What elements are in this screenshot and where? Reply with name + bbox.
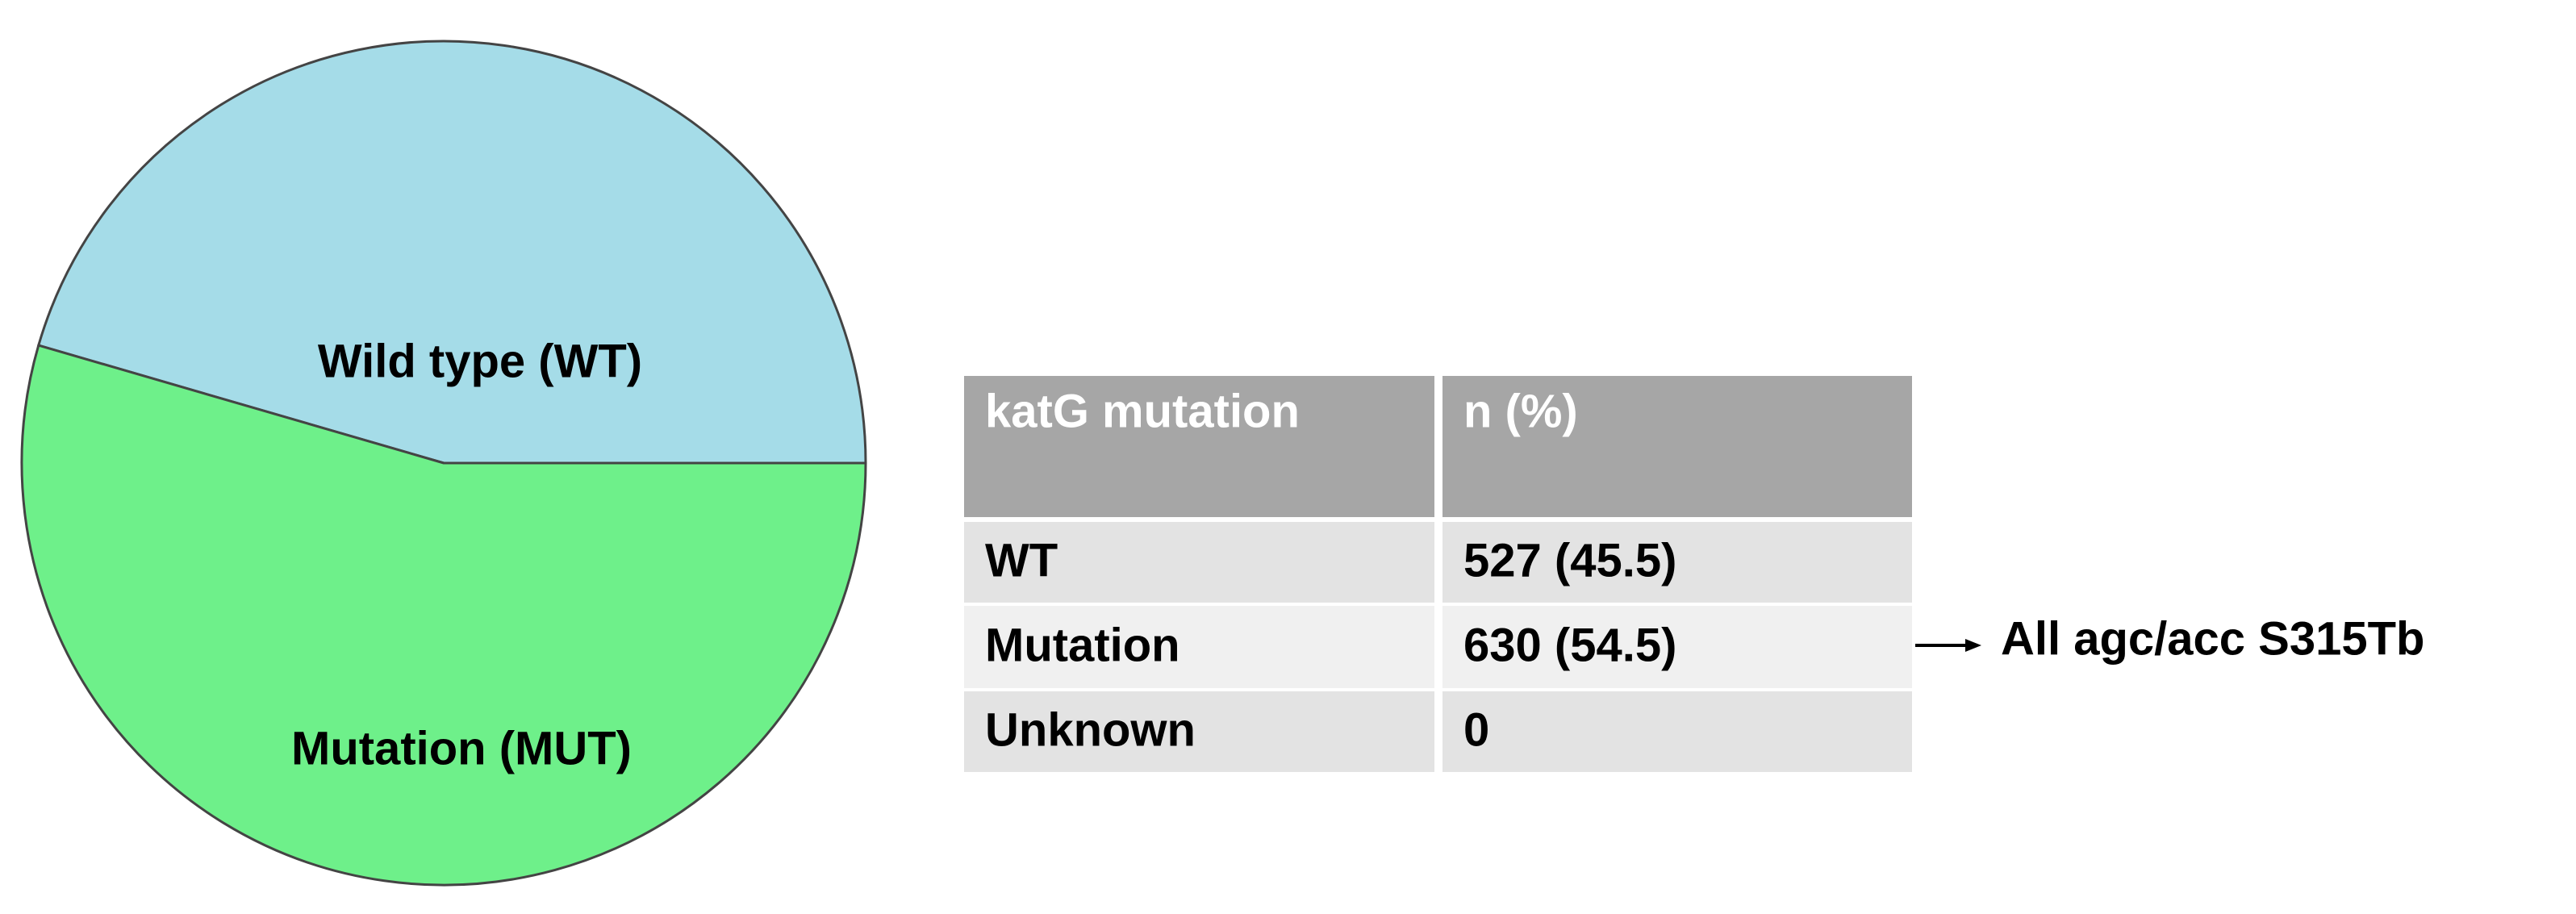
cell-text: 0	[1463, 703, 1489, 756]
table-cell	[1442, 606, 1912, 688]
slice-label: Wild type (WT)	[318, 335, 642, 387]
slice-label: Mutation (MUT)	[291, 722, 632, 774]
cell-text: Unknown	[985, 703, 1196, 756]
header-cell	[1442, 376, 1912, 517]
table-cell	[964, 606, 1434, 688]
pie-slice	[20, 344, 867, 887]
header-cell	[964, 376, 1434, 517]
table-cell	[1442, 691, 1912, 772]
pie-slice	[36, 40, 867, 465]
cell-text: Mutation	[985, 619, 1180, 671]
table-cell	[1442, 522, 1912, 603]
header-text: katG mutation	[985, 385, 1300, 437]
cell-text: WT	[985, 534, 1058, 586]
arrow-head	[1965, 639, 1981, 652]
cell-text: 630 (54.5)	[1463, 619, 1676, 671]
header-text: n (%)	[1463, 385, 1578, 437]
annotation: All agc/acc S315Tb	[2001, 612, 2424, 665]
table-cell	[964, 522, 1434, 603]
cell-text: 527 (45.5)	[1463, 534, 1676, 586]
table-cell	[964, 691, 1434, 772]
